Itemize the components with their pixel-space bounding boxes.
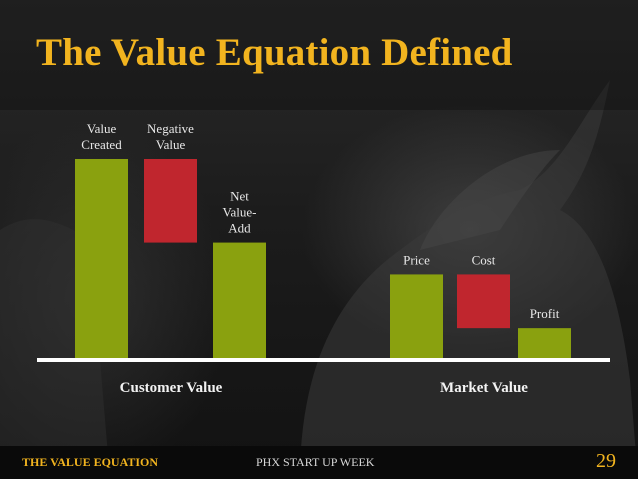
page-number: 29 <box>596 450 616 472</box>
bar-label-negative-value: Negative Value <box>147 121 194 152</box>
bar-profit <box>518 328 571 358</box>
group-label-customer-value: Customer Value <box>120 380 223 396</box>
bar-label-value-created: Value Created <box>81 121 122 152</box>
footer-event-name: PHX START UP WEEK <box>256 455 375 469</box>
footer-section-title: THE VALUE EQUATION <box>22 455 159 469</box>
bar-negative-value <box>144 159 197 243</box>
value-equation-chart: Value Created Negative Value Net Value-Add Cus… <box>37 121 610 396</box>
chart-baseline <box>37 358 610 362</box>
bar-label-price: Price <box>403 252 430 267</box>
bar-value-created <box>75 159 128 358</box>
bar-price <box>390 274 443 358</box>
bar-cost <box>457 274 510 329</box>
bar-label-cost: Cost <box>472 252 496 267</box>
footer-bar: THE VALUE EQUATION PHX START UP WEEK 29 <box>0 446 638 479</box>
bar-net-value-add <box>213 242 266 358</box>
group-label-market-value: Market Value <box>440 380 528 396</box>
bar-label-profit: Profit <box>530 306 560 321</box>
slide-title: The Value Equation Defined <box>36 31 513 74</box>
bar-label-net-value-add: Net Value-Add <box>223 189 257 236</box>
